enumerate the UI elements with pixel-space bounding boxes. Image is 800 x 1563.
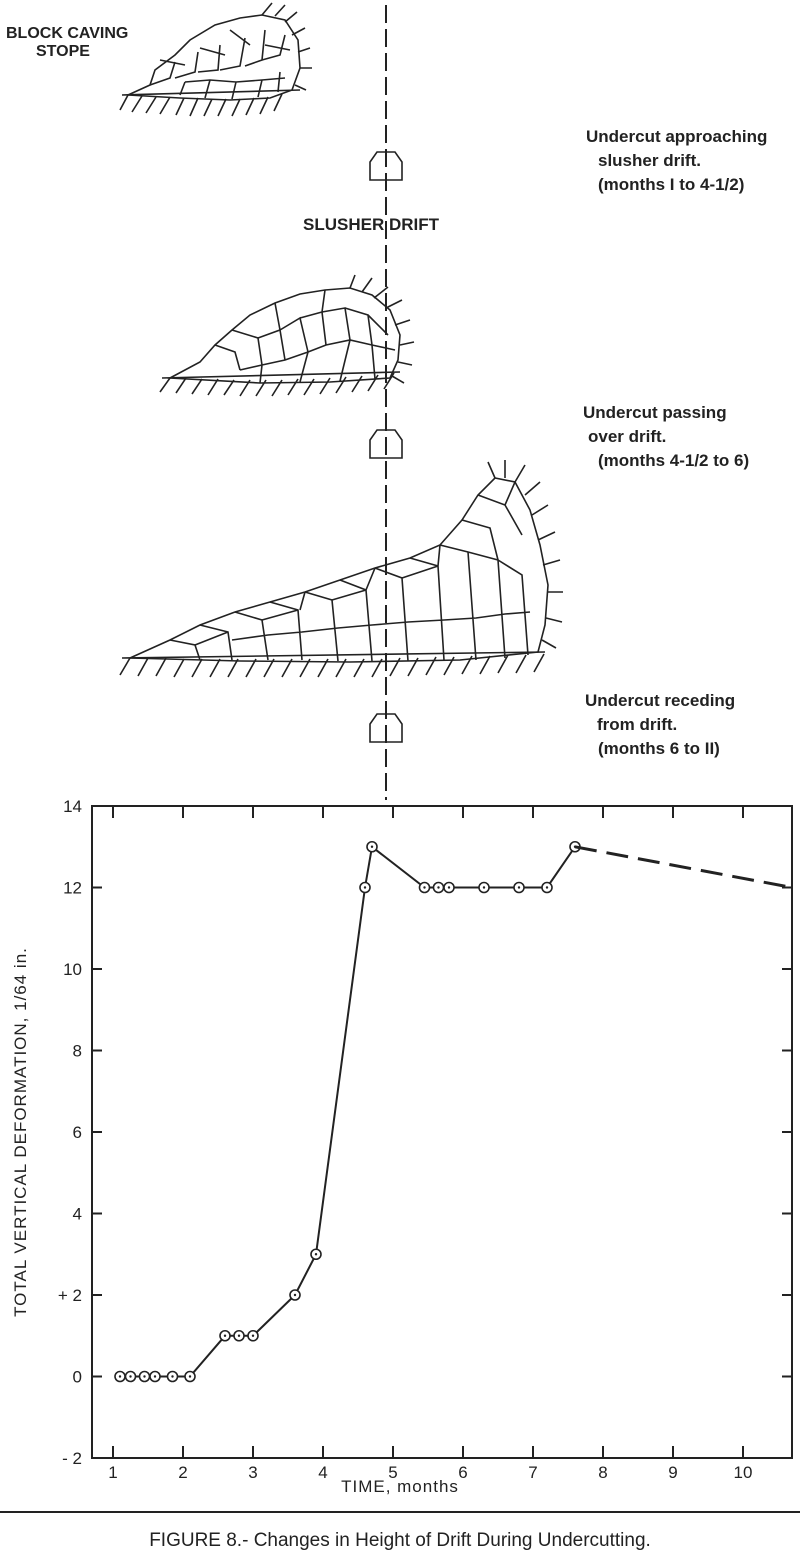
data-point-center: [517, 886, 521, 889]
data-point-center: [129, 1375, 132, 1378]
y-tick-label: 0: [73, 1368, 82, 1387]
data-point-center: [447, 886, 451, 889]
undercut-diagram: BLOCK CAVING STOPE SLUSHER DRIFT Undercu…: [6, 2, 767, 800]
data-point-center: [153, 1375, 157, 1378]
data-point-center: [437, 886, 440, 889]
x-tick-label: 4: [318, 1463, 327, 1482]
series-layer: [114, 840, 793, 1383]
y-tick-label: 10: [63, 960, 82, 979]
x-axis-ticks: 1 2 3 4 5 6 7 8 9 10: [108, 806, 752, 1482]
data-point-center: [363, 886, 367, 889]
y-tick-label: 12: [63, 879, 82, 898]
data-point-center: [545, 886, 549, 889]
y-tick-label: + 2: [58, 1286, 82, 1305]
series-line-projected: [574, 845, 793, 889]
drift-profile-stage-3: [369, 713, 403, 743]
data-point-center: [171, 1375, 174, 1378]
data-point-center: [188, 1375, 192, 1378]
stage-3-label-line-3: (months 6 to II): [598, 739, 720, 758]
y-tick-label: - 2: [62, 1449, 82, 1468]
stage-1-label-line-3: (months I to 4-1/2): [598, 175, 744, 194]
stage-1-label-line-1: Undercut approaching: [586, 127, 767, 146]
stope-rubble-stage-3: [119, 460, 563, 678]
series-line-measured: [120, 844, 576, 1378]
data-point-center: [293, 1293, 297, 1297]
y-tick-label: 8: [73, 1042, 82, 1061]
deformation-chart: TOTAL VERTICAL DEFORMATION, 1/64 in. TIM…: [11, 797, 793, 1496]
x-tick-label: 6: [458, 1463, 467, 1482]
data-point-center: [251, 1334, 255, 1337]
data-point-center: [237, 1334, 241, 1337]
stage-3-label-line-2: from drift.: [597, 715, 677, 734]
stope-label-line-2: STOPE: [36, 43, 90, 60]
stage-2-label-line-1: Undercut passing: [583, 403, 727, 422]
data-point-center: [314, 1253, 318, 1256]
y-tick-label: 6: [73, 1123, 82, 1142]
stope-rubble-stage-2: [159, 274, 415, 397]
data-point-center: [370, 845, 374, 848]
data-point-center: [482, 886, 486, 889]
data-point-center: [223, 1334, 227, 1337]
x-tick-label: 1: [108, 1463, 117, 1482]
drift-profile-stage-1: [369, 151, 403, 181]
x-tick-label: 3: [248, 1463, 257, 1482]
data-point-center: [118, 1375, 122, 1378]
data-point-center: [423, 886, 426, 889]
stage-2-label-line-2: over drift.: [588, 427, 666, 446]
slusher-drift-label: SLUSHER DRIFT: [303, 215, 440, 234]
x-tick-label: 5: [388, 1463, 397, 1482]
y-axis-title: TOTAL VERTICAL DEFORMATION, 1/64 in.: [11, 947, 30, 1317]
drift-profile-stage-2: [369, 429, 403, 459]
figure-caption: FIGURE 8.- Changes in Height of Drift Du…: [149, 1530, 651, 1551]
plot-frame: [91, 805, 793, 1459]
y-axis-ticks: - 2 0 + 2 4 6 8 10 12 14: [58, 797, 792, 1468]
data-point-center: [143, 1375, 146, 1378]
stage-1-label-line-2: slusher drift.: [598, 151, 701, 170]
x-axis-title: TIME, months: [341, 1477, 459, 1496]
x-tick-label: 10: [734, 1463, 753, 1482]
x-tick-label: 2: [178, 1463, 187, 1482]
stage-2-label-line-3: (months 4-1/2 to 6): [598, 451, 749, 470]
stope-label-line-1: BLOCK CAVING: [6, 25, 128, 42]
stage-3-label-line-1: Undercut receding: [585, 691, 735, 710]
y-tick-label: 14: [63, 797, 82, 816]
y-tick-label: 4: [73, 1205, 82, 1224]
stope-rubble-stage-1: [119, 2, 312, 117]
x-tick-label: 7: [528, 1463, 537, 1482]
x-tick-label: 9: [668, 1463, 677, 1482]
x-tick-label: 8: [598, 1463, 607, 1482]
